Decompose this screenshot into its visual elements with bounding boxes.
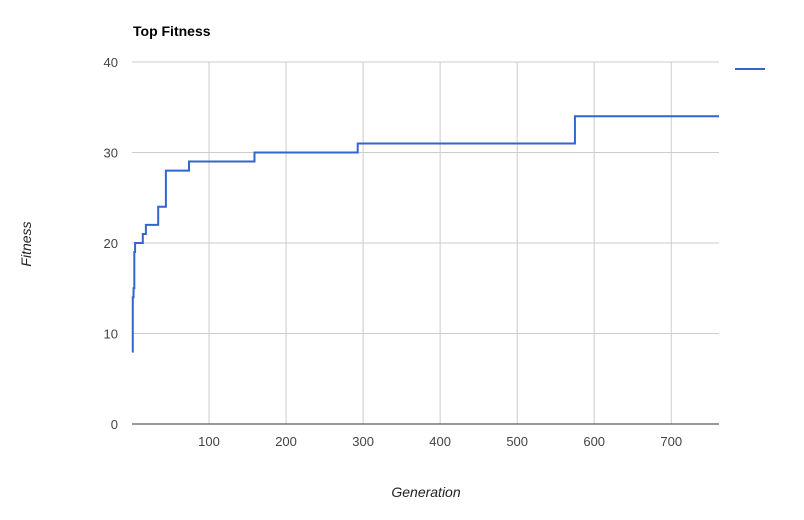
y-axis-ticks: 0 10 20 30 40 [104,55,118,432]
y-tick-label: 30 [104,146,118,161]
x-tick-label: 500 [506,434,528,449]
x-tick-label: 100 [198,434,220,449]
y-tick-label: 20 [104,236,118,251]
chart-title: Top Fitness [133,23,211,39]
y-tick-label: 40 [104,55,118,70]
gridlines [132,61,719,424]
x-tick-label: 200 [275,434,297,449]
y-axis-label: Fitness [18,221,34,266]
series-group [131,115,719,353]
x-axis-label: Generation [391,484,460,500]
x-tick-label: 300 [352,434,374,449]
x-tick-label: 400 [429,434,451,449]
x-tick-label: 700 [660,434,682,449]
y-tick-label: 0 [111,417,118,432]
series-line [131,115,719,353]
x-axis-ticks: 100 200 300 400 500 600 700 [198,434,682,449]
x-tick-label: 600 [583,434,605,449]
y-tick-label: 10 [104,327,118,342]
